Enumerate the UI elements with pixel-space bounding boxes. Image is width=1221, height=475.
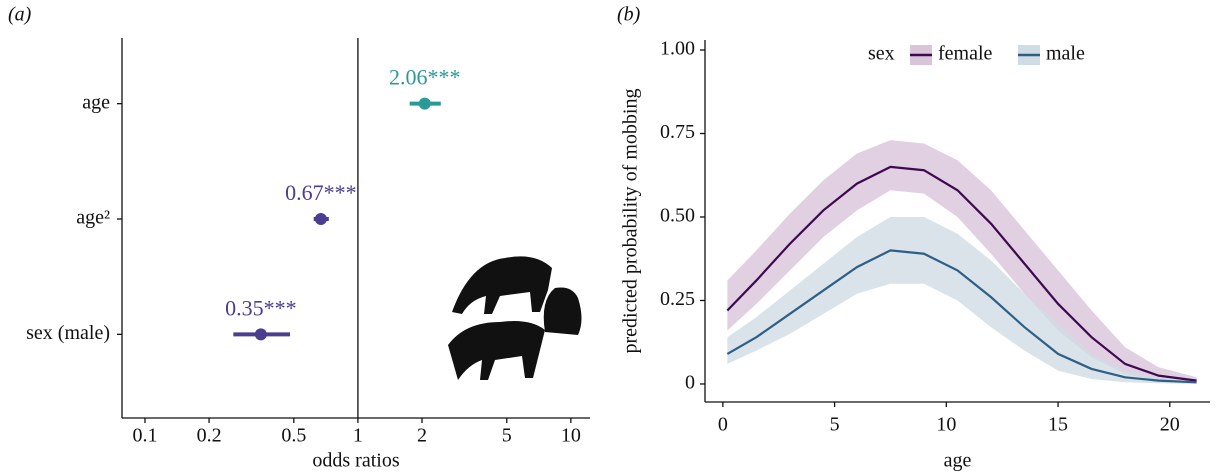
y-tick-label: age² (76, 207, 110, 229)
x-tick-label: 0.1 (132, 425, 157, 447)
point (254, 328, 267, 341)
value-label: 0.67*** (285, 180, 357, 205)
line (726, 249, 1197, 384)
x-tick-label: 0.2 (197, 425, 222, 447)
legend-label: male (1046, 43, 1085, 65)
legend-title: sex (868, 43, 895, 65)
y-axis-title: predicted probability of mobbing (620, 89, 642, 354)
confidence-band (727, 140, 1197, 384)
y-tick-label: 0.75 (660, 121, 695, 143)
legend-label: female (938, 43, 993, 65)
panel-label: (b) (617, 4, 641, 26)
x-tick-label: 5 (830, 414, 840, 436)
y-tick-label: 0 (685, 372, 695, 394)
x-tick-label: 2 (417, 425, 427, 447)
x-tick-label: 5 (502, 425, 512, 447)
value-label: 2.06*** (389, 65, 461, 90)
x-tick-label: 0 (718, 414, 728, 436)
x-tick-label: 20 (1160, 414, 1180, 436)
confidence-band (727, 216, 1197, 384)
x-tick-label: 1 (353, 425, 363, 447)
value-label: 0.35*** (225, 295, 297, 320)
x-tick-label: 0.5 (281, 425, 306, 447)
y-tick-label: sex (male) (26, 322, 110, 344)
y-tick-label: 0.25 (660, 288, 695, 310)
x-tick-label: 10 (936, 414, 956, 436)
y-tick-label: age (82, 91, 110, 113)
hyena-silhouettes (448, 256, 582, 380)
line (726, 165, 1197, 382)
panel-label: (a) (8, 4, 32, 26)
point (418, 97, 431, 110)
x-axis-title: age (944, 450, 972, 472)
point (314, 213, 327, 225)
y-tick-label: 1.00 (660, 38, 695, 60)
x-axis-title: odds ratios (312, 450, 399, 472)
x-tick-label: 10 (561, 425, 581, 447)
y-tick-label: 0.50 (660, 205, 695, 227)
x-tick-label: 15 (1048, 414, 1068, 436)
